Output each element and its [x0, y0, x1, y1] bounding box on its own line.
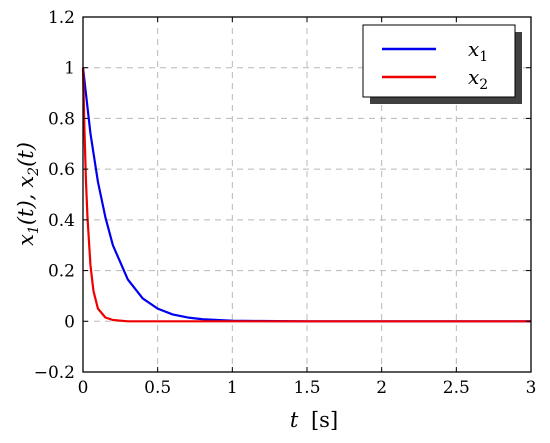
y-tick-label: 0.8: [48, 109, 75, 129]
x-tick-label: 1: [227, 378, 238, 398]
series-line-x2: [81, 67, 531, 323]
y-tick-label: 0.6: [48, 160, 75, 180]
x-tick-label: 0: [78, 378, 89, 398]
y-tick-label: 0: [64, 312, 75, 332]
legend-label-x1: x1: [468, 37, 488, 65]
x-tick-label: 3: [526, 378, 537, 398]
x-tick-label: 0.5: [144, 378, 171, 398]
y-tick-label: −0.2: [34, 363, 75, 383]
legend-label-x2: x2: [468, 65, 488, 93]
y-tick-label: 1: [64, 59, 75, 79]
y-axis-label: x1(t),x2(t): [14, 142, 42, 246]
y-tick-label: 0.4: [48, 211, 75, 231]
x-tick-label: 2: [376, 378, 387, 398]
y-tick-label: 1.2: [48, 8, 75, 28]
x-axis-variable: t: [290, 408, 299, 432]
legend-box: [362, 24, 516, 98]
y-tick-labels: −0.2 0 0.2 0.4 0.6 0.8 1 1.2: [34, 8, 75, 383]
series-layer: [81, 67, 531, 323]
x-axis-label: t [s]: [290, 408, 338, 432]
tick-marks: [82, 16, 532, 373]
x-tick-label: 2.5: [443, 378, 470, 398]
x-tick-labels: 0 0.5 1 1.5 2 2.5 3: [78, 378, 537, 398]
x-axis-unit: [s]: [311, 408, 338, 432]
y-tick-label: 0.2: [48, 262, 75, 282]
x-tick-label: 1.5: [293, 378, 320, 398]
